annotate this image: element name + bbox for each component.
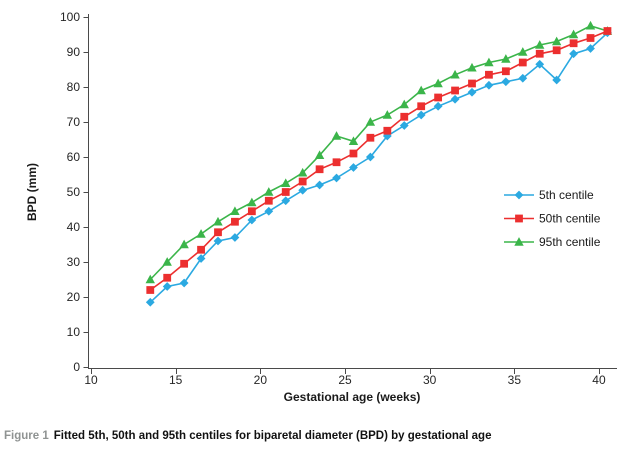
y-tick-label: 80 [67, 80, 81, 94]
series-markers-5th-centile [145, 28, 612, 307]
x-tick-label: 25 [338, 373, 352, 387]
figure-caption-text: Fitted 5th, 50th and 95th centiles for b… [53, 430, 492, 442]
figure-caption: Figure 1 Fitted 5th, 50th and 95th centil… [4, 430, 624, 442]
y-tick-label: 60 [67, 150, 81, 164]
y-tick-label: 20 [67, 290, 81, 304]
y-tick-label: 40 [67, 220, 81, 234]
bpd-centiles-chart: 0 10 20 30 40 50 60 70 80 90 100 10 15 20 25 30 35 40 5th … [25, 10, 617, 404]
legend-marker-triangle-icon [514, 237, 524, 246]
series-line-95th-centile [149, 24, 608, 281]
legend-label: 5th centile [539, 188, 594, 202]
y-tick-label: 90 [67, 45, 81, 59]
y-axis-title: BPD (mm) [25, 163, 39, 221]
x-tick-label: 15 [169, 373, 183, 387]
x-tick-label: 30 [423, 373, 437, 387]
figure-number-label: Figure 1 [4, 430, 49, 442]
x-tick-label: 20 [254, 373, 268, 387]
y-tick-label: 0 [73, 360, 80, 374]
legend-item-95th-centile: 95th centile [504, 235, 601, 249]
y-tick-label: 30 [67, 255, 81, 269]
x-tick-label: 10 [84, 373, 98, 387]
legend-label: 50th centile [539, 212, 601, 226]
x-tick-label: 40 [592, 373, 606, 387]
legend-marker-square-icon [515, 214, 523, 223]
y-tick-label: 10 [67, 325, 81, 339]
series-line-50th-centile [149, 30, 608, 291]
y-tick-label: 100 [60, 10, 80, 24]
x-axis-title: Gestational age (weeks) [284, 390, 421, 404]
legend-item-50th-centile: 50th centile [504, 212, 601, 226]
y-tick-label: 50 [67, 185, 81, 199]
legend-item-5th-centile: 5th centile [504, 188, 594, 202]
legend-label: 95th centile [539, 235, 601, 249]
legend-marker-diamond-icon [514, 190, 524, 200]
x-tick-label: 35 [508, 373, 522, 387]
y-tick-label: 70 [67, 115, 81, 129]
series-line-5th-centile [149, 32, 609, 303]
